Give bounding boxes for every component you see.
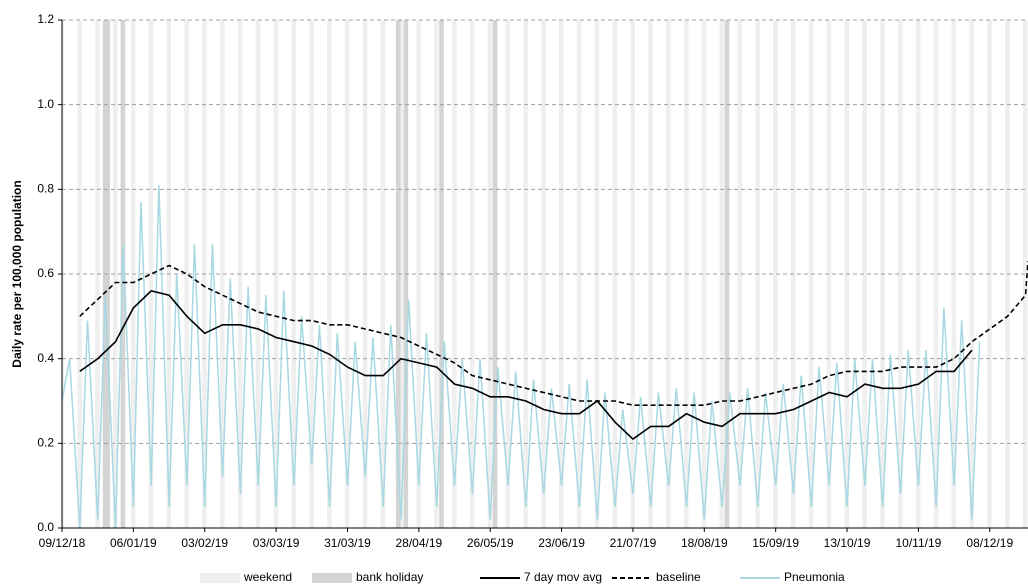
y-tick-label: 0.6 bbox=[37, 266, 54, 280]
band bbox=[666, 20, 671, 528]
band bbox=[416, 20, 421, 528]
y-tick-label: 0.0 bbox=[37, 520, 54, 534]
band bbox=[469, 20, 475, 528]
series-line bbox=[79, 261, 1028, 406]
legend-label: baseline bbox=[656, 570, 701, 584]
band bbox=[148, 20, 154, 528]
band bbox=[773, 20, 778, 528]
band bbox=[933, 20, 939, 528]
x-tick-label: 31/03/19 bbox=[324, 536, 371, 550]
legend-label: 7 day mov avg bbox=[524, 570, 602, 584]
x-tick-label: 26/05/19 bbox=[467, 536, 514, 550]
legend-label: bank holiday bbox=[356, 570, 423, 584]
x-tick-label: 09/12/18 bbox=[39, 536, 86, 550]
x-tick-label: 03/03/19 bbox=[253, 536, 300, 550]
band bbox=[612, 20, 618, 528]
band bbox=[380, 20, 386, 528]
band bbox=[701, 20, 707, 528]
x-tick-label: 23/06/19 bbox=[538, 536, 585, 550]
band bbox=[184, 20, 189, 528]
band bbox=[541, 20, 546, 528]
band bbox=[898, 20, 903, 528]
x-tick-label: 06/01/19 bbox=[110, 536, 157, 550]
band bbox=[737, 20, 743, 528]
y-tick-label: 0.4 bbox=[37, 351, 54, 365]
band bbox=[576, 20, 582, 528]
legend-swatch bbox=[200, 573, 240, 583]
band bbox=[309, 20, 314, 528]
band bbox=[969, 20, 974, 528]
y-tick-label: 0.2 bbox=[37, 436, 54, 450]
band bbox=[1022, 20, 1028, 528]
x-tick-label: 28/04/19 bbox=[395, 536, 442, 550]
x-tick-label: 08/12/19 bbox=[966, 536, 1013, 550]
series-line bbox=[61, 185, 981, 529]
axis-layer: 0.0 0.2 0.4 0.6 0.8 1.0 1.2 09/12/18 06/01/19 03/… bbox=[37, 12, 1028, 550]
x-tick-label: 03/02/19 bbox=[181, 536, 228, 550]
band bbox=[344, 20, 350, 528]
band bbox=[862, 20, 867, 528]
legend-label: Pneumonia bbox=[784, 570, 845, 584]
y-tick-label: 0.8 bbox=[37, 182, 54, 196]
series-line bbox=[79, 290, 973, 441]
y-tick-label: 1.0 bbox=[37, 97, 54, 111]
y-tick-label: 1.2 bbox=[37, 12, 54, 26]
band bbox=[724, 20, 730, 528]
band bbox=[492, 20, 498, 528]
band bbox=[505, 20, 511, 528]
x-tick-label: 10/11/19 bbox=[895, 536, 941, 550]
y-axis-label: Daily rate per 100,000 population bbox=[10, 180, 24, 367]
band bbox=[220, 20, 225, 528]
x-tick-label: 21/07/19 bbox=[610, 536, 657, 550]
x-tick-label: 18/08/19 bbox=[681, 536, 728, 550]
x-tick-label: 13/10/19 bbox=[824, 536, 871, 550]
legend-swatch bbox=[312, 573, 352, 583]
band bbox=[112, 20, 118, 528]
line-layer bbox=[61, 185, 1028, 529]
legend-label: weekend bbox=[243, 570, 292, 584]
x-tick-label: 15/09/19 bbox=[752, 536, 799, 550]
